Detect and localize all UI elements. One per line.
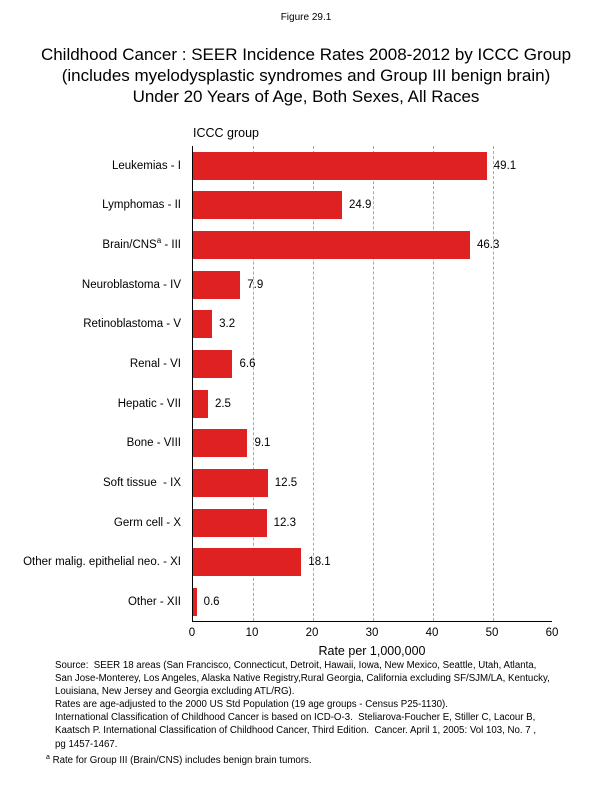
bar xyxy=(193,191,342,220)
footer-line: Kaatsch P. International Classification … xyxy=(55,725,537,737)
category-label: Other - XII xyxy=(127,596,181,609)
category-label: Brain/CNSa - III xyxy=(102,236,181,252)
x-tick-label-40: 40 xyxy=(425,627,439,639)
bar-value-label: 0.6 xyxy=(203,596,220,609)
bar xyxy=(193,548,302,577)
bar-value-label: 12.3 xyxy=(273,516,296,529)
x-tick-label-60: 60 xyxy=(545,627,559,639)
chart-title-line-3: Under 20 Years of Age, Both Sexes, All R… xyxy=(132,87,480,106)
bar-row: 49.1 xyxy=(193,146,552,186)
group-axis-title: ICCC group xyxy=(193,126,259,140)
category-label: Renal - VI xyxy=(129,358,181,371)
footer-line: pg 1457-1467. xyxy=(55,738,118,750)
bar-row: 9.1 xyxy=(193,424,552,464)
x-axis-title: Rate per 1,000,000 xyxy=(318,644,426,658)
x-tick-label-0: 0 xyxy=(188,627,196,639)
bar xyxy=(193,588,197,617)
bar-value-label: 46.3 xyxy=(477,239,500,252)
bar xyxy=(193,270,241,299)
category-label: Other malig. epithelial neo. - XI xyxy=(23,556,181,569)
plot-area: 49.1 24.9 46.3 7.9 3.2 6.6 2.5 9.1 12.5 12.3 18.1 0… xyxy=(192,146,552,622)
bar-row: 18.1 xyxy=(193,543,552,583)
bar-value-label: 18.1 xyxy=(308,556,331,569)
category-label: Leukemias - I xyxy=(111,159,181,172)
footer-line: Rates are age-adjusted to the 2000 US St… xyxy=(55,699,448,711)
chart-title-line-1: Childhood Cancer : SEER Incidence Rates … xyxy=(40,45,572,64)
footnote: a Rate for Group III (Brain/CNS) include… xyxy=(46,753,312,766)
x-tick-label-20: 20 xyxy=(305,627,319,639)
bar xyxy=(193,350,233,379)
x-tick-label-50: 50 xyxy=(485,627,499,639)
bar-value-label: 2.5 xyxy=(214,397,231,410)
category-labels-column: Leukemias - I Lymphomas - II Brain/CNSa - … xyxy=(0,146,186,622)
category-label: Retinoblastoma - V xyxy=(83,318,181,331)
bar-value-label: 3.2 xyxy=(219,318,236,331)
category-label: Lymphomas - II xyxy=(102,199,181,212)
category-label: Hepatic - VII xyxy=(117,397,181,410)
gridline-50 xyxy=(493,146,494,621)
bar xyxy=(193,310,213,339)
x-axis-tick-labels: 0 10 20 30 40 50 60 xyxy=(188,627,559,641)
gridline-20 xyxy=(313,146,314,621)
bar-row: 24.9 xyxy=(193,186,552,226)
category-label: Soft tissue - IX xyxy=(103,477,181,490)
chart-title-line-2: (includes myelodysplastic syndromes and … xyxy=(61,66,551,85)
gridline-30 xyxy=(373,146,374,621)
bar-row: 2.5 xyxy=(193,384,552,424)
bar xyxy=(193,151,487,180)
bar-row: 3.2 xyxy=(193,305,552,345)
bar xyxy=(193,469,268,498)
bar-value-label: 12.5 xyxy=(274,477,298,490)
footer-line: Source: SEER 18 areas (San Francisco, Co… xyxy=(55,660,537,671)
bar xyxy=(193,231,471,260)
footer-notes: Source: SEER 18 areas (San Francisco, Co… xyxy=(46,659,582,767)
footer-line: International Classification of Childhoo… xyxy=(55,712,536,724)
bar-row: 6.6 xyxy=(193,344,552,384)
x-tick-label-30: 30 xyxy=(365,627,379,639)
bar-value-label: 7.9 xyxy=(247,278,264,291)
chart-title: Childhood Cancer : SEER Incidence Rates … xyxy=(0,44,612,107)
footer-line: San Jose-Monterey, Los Angeles, Alaska N… xyxy=(55,673,550,685)
bar xyxy=(193,429,248,458)
bar-value-label: 9.1 xyxy=(254,437,271,450)
x-tick-label-10: 10 xyxy=(245,627,259,639)
category-label: Germ cell - X xyxy=(113,516,181,529)
bar-row: 12.3 xyxy=(193,503,552,543)
bar-row: 7.9 xyxy=(193,265,552,305)
footer-line: Louisiana, New Jersey and Georgia exclud… xyxy=(55,686,295,698)
bar-row: 12.5 xyxy=(193,463,552,503)
category-label: Neuroblastoma - IV xyxy=(81,278,181,291)
bar-row: 0.6 xyxy=(193,582,552,622)
gridline-40 xyxy=(433,146,434,621)
gridline-10 xyxy=(253,146,254,621)
category-label: Bone - VIII xyxy=(126,437,181,450)
footnote-marker: a xyxy=(46,753,50,761)
bar-value-label: 24.9 xyxy=(348,199,372,212)
bar xyxy=(193,508,267,537)
bar-row: 46.3 xyxy=(193,225,552,265)
bar-value-label: 49.1 xyxy=(493,159,517,172)
footnote-reference: a xyxy=(156,236,162,246)
figure-label: Figure 29.1 xyxy=(280,12,332,23)
bar xyxy=(193,389,208,418)
bar-value-label: 6.6 xyxy=(239,358,256,371)
